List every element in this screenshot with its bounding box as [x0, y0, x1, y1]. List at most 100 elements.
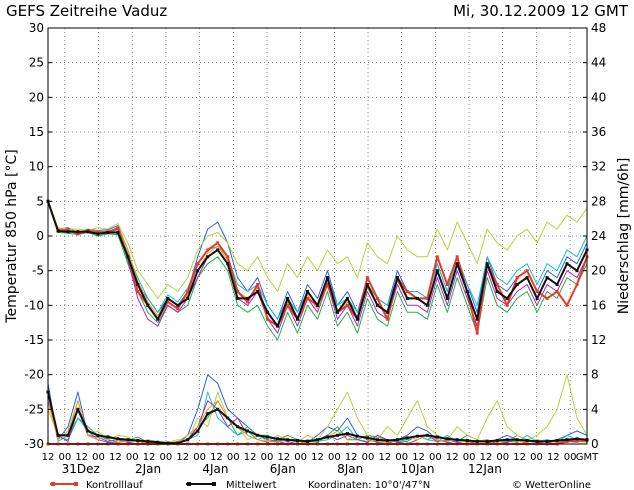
- temp-point: [76, 232, 80, 236]
- x-date-label: 31Dez: [62, 462, 100, 476]
- x-hour-label: 00: [92, 452, 105, 463]
- y-left-tick-label: -25: [24, 402, 44, 416]
- temp-point: [365, 276, 369, 280]
- temp-point: [505, 303, 509, 307]
- temp-point: [176, 307, 180, 311]
- temp-point: [96, 232, 100, 236]
- precip-point: [246, 429, 250, 433]
- temp-point: [495, 290, 499, 293]
- temp-point: [216, 248, 220, 252]
- temp-point: [296, 317, 299, 321]
- temp-point: [425, 296, 429, 300]
- temp-point: [66, 230, 70, 234]
- y-left-tick-label: -15: [24, 333, 44, 347]
- x-hour-label: 00: [126, 452, 139, 463]
- temp-point: [495, 283, 499, 286]
- y-right-tick-label: 4: [591, 402, 599, 416]
- x-hour-label: 00: [463, 452, 476, 463]
- x-hour-label: 12: [143, 452, 156, 463]
- temp-point: [116, 226, 120, 230]
- temp-point: [196, 262, 200, 266]
- temp-point: [136, 283, 140, 286]
- precipitation-lines: [46, 374, 589, 446]
- y-right-tick-label: 32: [591, 160, 606, 174]
- temp-point: [475, 331, 479, 335]
- x-hour-label: 12: [311, 452, 324, 463]
- precip-point: [76, 407, 80, 411]
- right-axis-label: Niederschlag [mm/6h]: [616, 158, 632, 315]
- temp-point: [575, 283, 579, 286]
- precip-point: [405, 436, 409, 440]
- precip-point: [326, 435, 329, 439]
- precip-point: [485, 439, 489, 443]
- temp-point: [286, 303, 290, 307]
- precip-point: [565, 438, 569, 442]
- temp-point: [246, 300, 250, 304]
- run-date: Mi, 30.12.2009 12 GMT: [453, 2, 629, 20]
- temp-point: [545, 276, 549, 280]
- precip-point: [575, 439, 579, 442]
- x-hour-label: 00: [294, 452, 307, 463]
- x-date-label: 6Jan: [270, 462, 296, 476]
- precip-point: [336, 433, 339, 437]
- x-hour-label: 00: [496, 452, 509, 463]
- temp-point: [226, 262, 230, 266]
- x-hour-label: 00: [261, 452, 274, 463]
- y-right-tick-label: 24: [591, 229, 606, 243]
- precip-point: [116, 437, 120, 441]
- precip-point: [276, 437, 280, 441]
- precip-point: [565, 439, 569, 443]
- temp-point: [166, 300, 170, 304]
- y-right-tick-label: 28: [591, 194, 606, 208]
- precip-point: [525, 439, 529, 442]
- precip-point: [515, 438, 519, 442]
- precip-point: [505, 438, 509, 442]
- y-right-tick-label: 40: [591, 90, 606, 104]
- precip-point: [535, 439, 539, 443]
- y-left-tick-label: 0: [36, 229, 44, 243]
- precip-point: [355, 434, 359, 438]
- temp-point: [106, 231, 110, 234]
- x-date-label: 4Jan: [202, 462, 228, 476]
- precip-point: [146, 439, 150, 443]
- precip-point: [575, 437, 579, 441]
- x-hour-label: 12: [446, 452, 459, 463]
- legend-control-marker: [51, 482, 55, 486]
- temp-point: [405, 290, 409, 293]
- precip-point: [66, 433, 70, 437]
- temp-point: [485, 262, 489, 266]
- x-hour-label: 00: [362, 452, 375, 463]
- temp-point: [435, 255, 439, 259]
- y-left-tick-label: 25: [29, 56, 44, 70]
- legend-control-marker: [74, 482, 78, 486]
- temp-point: [66, 228, 70, 232]
- precip-point: [286, 438, 290, 442]
- precip-point: [475, 439, 479, 443]
- left-axis-ticks: 30 25 20 15 10 5 0 -5 -10 -15 -20 -25 -30: [24, 21, 52, 451]
- temp-point: [136, 290, 140, 293]
- temp-point: [455, 255, 459, 259]
- temp-point: [355, 317, 359, 321]
- precip-point: [345, 432, 349, 436]
- y-right-tick-label: 0: [591, 437, 599, 451]
- legend: Kontrolllauf Mittelwert Koordinaten: 10°…: [50, 480, 591, 490]
- temp-point: [126, 255, 130, 259]
- precip-point: [196, 429, 200, 433]
- temp-point: [86, 230, 90, 234]
- y-right-tick-label: 44: [591, 56, 606, 70]
- precip-point: [455, 438, 459, 442]
- y-left-tick-label: 5: [36, 194, 44, 208]
- temp-point: [176, 303, 180, 307]
- legend-credit: © WetterOnline: [512, 480, 591, 490]
- precip-point: [106, 435, 110, 439]
- x-hour-label: 12: [412, 452, 425, 463]
- temp-point: [326, 276, 329, 280]
- temp-point: [395, 276, 399, 280]
- temp-point: [375, 303, 379, 307]
- precip-point: [56, 433, 60, 437]
- temperature-lines: [46, 199, 589, 341]
- x-hour-label: 00: [160, 452, 173, 463]
- temp-point: [266, 310, 270, 314]
- precip-point: [306, 439, 309, 443]
